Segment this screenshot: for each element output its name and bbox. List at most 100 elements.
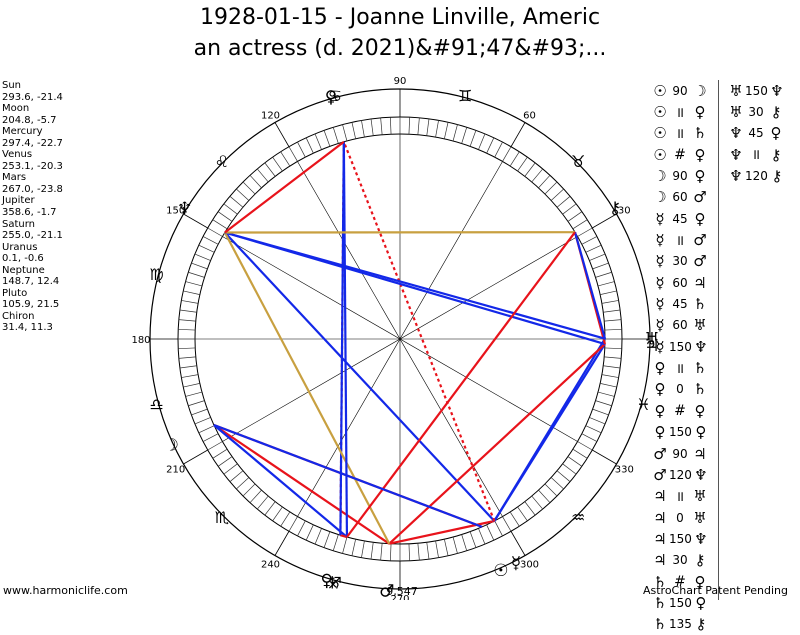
aspect-planet-b-glyph: ♄: [691, 380, 709, 398]
aspect-line: [344, 142, 495, 521]
degree-tick: [191, 409, 207, 415]
degree-tick: [179, 357, 196, 358]
degree-tick: [596, 401, 612, 406]
degree-tick: [181, 375, 198, 378]
degree-tick: [381, 543, 382, 560]
degree-tick: [603, 310, 620, 312]
degree-tick: [563, 464, 576, 474]
degree-tick: [208, 442, 223, 451]
degree-tick: [191, 263, 207, 269]
degree-tick: [315, 528, 322, 544]
aspect-planet-b-glyph: ♀: [691, 210, 709, 228]
degree-label: 180: [131, 335, 150, 346]
degree-tick: [602, 300, 619, 303]
aspect-line: [214, 425, 482, 527]
aspect-planet-a-glyph: ☉: [651, 124, 669, 142]
degree-tick: [324, 532, 330, 548]
degree-tick: [390, 117, 391, 134]
degree-tick: [333, 535, 338, 551]
aspect-planet-b-glyph: ⚷: [768, 167, 786, 185]
aspect-angle: 150: [669, 532, 692, 546]
degree-label: 210: [166, 465, 185, 476]
aspect-line: [214, 425, 389, 544]
aspect-angle: 60: [669, 318, 691, 332]
aspect-planet-a-glyph: ☽: [651, 188, 669, 206]
aspect-row: ☿॥♂: [651, 229, 710, 250]
degree-tick: [203, 434, 218, 442]
aspect-angle: 135: [669, 617, 692, 631]
degree-tick: [557, 471, 570, 482]
aspect-angle: 45: [669, 212, 691, 226]
zodiac-sign-glyph: ♓: [636, 395, 650, 414]
degree-tick: [265, 502, 275, 515]
degree-tick: [582, 236, 597, 244]
planet-glyph-moon: ☽: [164, 436, 179, 456]
degree-tick: [462, 535, 467, 551]
aspect-angle: ॥: [669, 487, 691, 506]
aspect-planet-b-glyph: ⚷: [691, 551, 709, 569]
aspect-row: ☉90☽: [651, 80, 710, 101]
aspect-planet-b-glyph: ♂: [691, 188, 709, 206]
aspect-planet-a-glyph: ♄: [651, 615, 669, 633]
degree-tick: [188, 272, 204, 277]
zodiac-sign-glyph: ♉: [571, 152, 585, 171]
degree-tick: [557, 196, 570, 207]
aspect-row: ☉#♀: [651, 144, 710, 165]
aspect-planet-b-glyph: ♀: [767, 124, 785, 142]
degree-tick: [532, 169, 543, 182]
degree-tick: [604, 320, 621, 321]
aspect-angle: 150: [745, 84, 768, 98]
degree-tick: [525, 502, 535, 515]
degree-tick: [532, 496, 543, 509]
degree-tick: [470, 130, 476, 146]
aspect-planet-a-glyph: ☿: [651, 338, 669, 356]
degree-tick: [436, 120, 439, 137]
aspect-planet-a-glyph: ♀: [651, 380, 669, 398]
degree-tick: [551, 477, 564, 488]
aspect-angle: 0: [669, 511, 691, 525]
aspect-angle: 60: [669, 190, 691, 204]
aspect-angle: 45: [745, 126, 767, 140]
sign-divider: [183, 450, 207, 464]
aspect-row: ♄135⚷: [651, 614, 710, 635]
degree-tick: [551, 189, 564, 200]
aspect-angle: ॥: [669, 124, 691, 143]
aspect-planet-b-glyph: ♂: [691, 252, 709, 270]
aspect-planet-b-glyph: ♄: [691, 295, 709, 313]
degree-tick: [568, 457, 582, 467]
planet-glyph-chiron: ⚷: [609, 199, 621, 219]
degree-tick: [510, 512, 519, 526]
aspect-planet-b-glyph: ⚷: [767, 103, 785, 121]
degree-tick: [598, 282, 614, 286]
degree-label: 120: [261, 111, 280, 122]
aspect-planet-b-glyph: ♂: [691, 231, 709, 249]
degree-tick: [265, 163, 275, 176]
aspect-angle: #: [669, 147, 691, 163]
degree-tick: [361, 541, 364, 558]
aspect-planet-b-glyph: ♄: [691, 124, 709, 142]
degree-tick: [409, 117, 410, 134]
patent-notice: AstroChart Patent Pending: [643, 584, 788, 597]
degree-tick: [578, 228, 593, 237]
aspect-planet-a-glyph: ♀: [651, 359, 669, 377]
aspect-row: ♂90♃: [651, 443, 710, 464]
sign-divider: [275, 531, 289, 555]
aspect-planet-a-glyph: ♃: [651, 551, 669, 569]
degree-tick: [218, 457, 232, 467]
website-credit: www.harmoniclife.com: [3, 584, 128, 597]
degree-tick: [487, 525, 494, 540]
aspect-angle: ॥: [745, 145, 767, 164]
aspect-row: ☽60♂: [651, 187, 710, 208]
planet-glyph-neptune: ♆: [177, 199, 192, 219]
aspect-planet-b-glyph: ♀: [691, 146, 709, 164]
degree-tick: [178, 348, 195, 349]
aspect-planet-a-glyph: ☿: [651, 274, 669, 292]
degree-tick: [371, 119, 373, 136]
aspect-planet-a-glyph: ☉: [651, 103, 669, 121]
degree-tick: [427, 542, 429, 559]
degree-tick: [600, 383, 617, 387]
zodiac-sign-glyph: ♎: [149, 395, 163, 414]
aspect-planet-b-glyph: ♃: [691, 274, 709, 292]
degree-tick: [343, 537, 347, 553]
aspect-list-secondary: ♅150♆♅30⚷♆45♀♆॥⚷♆120⚷: [727, 80, 786, 187]
